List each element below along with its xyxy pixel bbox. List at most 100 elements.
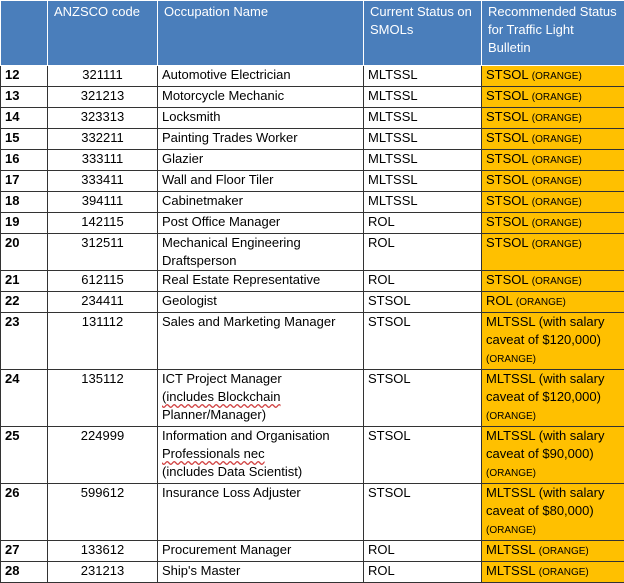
status-tag: (ORANGE) <box>539 546 589 557</box>
table-row: 27 133612 Procurement Manager ROL MLTSSL… <box>1 541 624 562</box>
recommended-status: MLTSSL (ORANGE) <box>482 562 624 583</box>
status-tag: (ORANGE) <box>486 525 536 536</box>
status-tag: (ORANGE) <box>532 176 582 187</box>
table-row: 19 142115 Post Office Manager ROL STSOL … <box>1 213 624 234</box>
table-row: 21 612115 Real Estate Representative ROL… <box>1 271 624 292</box>
recommended-status: ROL (ORANGE) <box>482 292 624 313</box>
occupation-name: Automotive Electrician <box>158 66 364 87</box>
status-tag: (ORANGE) <box>486 354 536 365</box>
row-number: 24 <box>1 370 48 427</box>
recommended-status: STSOL (ORANGE) <box>482 129 624 150</box>
table-row: 14 323313 Locksmith MLTSSL STSOL (ORANGE… <box>1 108 624 129</box>
occupation-name: Motorcycle Mechanic <box>158 87 364 108</box>
current-status: ROL <box>364 541 482 562</box>
anzsco-code: 131112 <box>48 313 158 370</box>
table-row: 16 333111 Glazier MLTSSL STSOL (ORANGE) <box>1 150 624 171</box>
recommended-status: STSOL (ORANGE) <box>482 234 624 271</box>
table-row: 28 231213 Ship's Master ROL MLTSSL (ORAN… <box>1 562 624 583</box>
current-status: ROL <box>364 234 482 271</box>
recommended-status: MLTSSL (ORANGE) <box>482 541 624 562</box>
header-anzsco-code: ANZSCO code <box>48 1 158 66</box>
table-row: 17 333411 Wall and Floor Tiler MLTSSL ST… <box>1 171 624 192</box>
table-row: 24 135112 ICT Project Manager(includes B… <box>1 370 624 427</box>
header-recommended-status: Recommended Status for Traffic Light Bul… <box>482 1 624 66</box>
current-status: STSOL <box>364 313 482 370</box>
anzsco-code: 142115 <box>48 213 158 234</box>
current-status: MLTSSL <box>364 108 482 129</box>
table-row: 22 234411 Geologist STSOL ROL (ORANGE) <box>1 292 624 313</box>
current-status: STSOL <box>364 427 482 484</box>
status-tag: (ORANGE) <box>532 155 582 166</box>
row-number: 12 <box>1 66 48 87</box>
current-status: STSOL <box>364 484 482 541</box>
status-tag: (ORANGE) <box>532 92 582 103</box>
current-status: ROL <box>364 271 482 292</box>
occupation-name: Painting Trades Worker <box>158 129 364 150</box>
recommended-status: STSOL (ORANGE) <box>482 271 624 292</box>
row-number: 16 <box>1 150 48 171</box>
status-tag: (ORANGE) <box>532 71 582 82</box>
table-row: 15 332211 Painting Trades Worker MLTSSL … <box>1 129 624 150</box>
status-tag: (ORANGE) <box>532 113 582 124</box>
status-tag: (ORANGE) <box>516 297 566 308</box>
occupation-name: Geologist <box>158 292 364 313</box>
current-status: MLTSSL <box>364 171 482 192</box>
table-row: 18 394111 Cabinetmaker MLTSSL STSOL (ORA… <box>1 192 624 213</box>
status-tag: (ORANGE) <box>486 411 536 422</box>
anzsco-code: 332211 <box>48 129 158 150</box>
table-row: 13 321213 Motorcycle Mechanic MLTSSL STS… <box>1 87 624 108</box>
occupation-name: Ship's Master <box>158 562 364 583</box>
recommended-status: STSOL (ORANGE) <box>482 66 624 87</box>
anzsco-code: 599612 <box>48 484 158 541</box>
row-number: 27 <box>1 541 48 562</box>
recommended-status: STSOL (ORANGE) <box>482 171 624 192</box>
status-tag: (ORANGE) <box>532 239 582 250</box>
occupation-name: Procurement Manager <box>158 541 364 562</box>
anzsco-code: 224999 <box>48 427 158 484</box>
status-tag: (ORANGE) <box>532 276 582 287</box>
anzsco-code: 234411 <box>48 292 158 313</box>
table-row: 23 131112 Sales and Marketing Manager ST… <box>1 313 624 370</box>
recommended-status: STSOL (ORANGE) <box>482 192 624 213</box>
anzsco-code: 321213 <box>48 87 158 108</box>
row-number: 19 <box>1 213 48 234</box>
row-number: 18 <box>1 192 48 213</box>
anzsco-code: 333111 <box>48 150 158 171</box>
anzsco-code: 612115 <box>48 271 158 292</box>
anzsco-code: 323313 <box>48 108 158 129</box>
occupation-name: Post Office Manager <box>158 213 364 234</box>
row-number: 14 <box>1 108 48 129</box>
row-number: 21 <box>1 271 48 292</box>
current-status: ROL <box>364 562 482 583</box>
row-number: 26 <box>1 484 48 541</box>
anzsco-code: 333411 <box>48 171 158 192</box>
recommended-status: STSOL (ORANGE) <box>482 108 624 129</box>
status-tag: (ORANGE) <box>486 468 536 479</box>
status-tag: (ORANGE) <box>532 197 582 208</box>
row-number: 25 <box>1 427 48 484</box>
recommended-status: STSOL (ORANGE) <box>482 213 624 234</box>
row-number: 20 <box>1 234 48 271</box>
current-status: MLTSSL <box>364 192 482 213</box>
status-tag: (ORANGE) <box>539 567 589 578</box>
row-number: 13 <box>1 87 48 108</box>
status-tag: (ORANGE) <box>532 218 582 229</box>
current-status: MLTSSL <box>364 129 482 150</box>
row-number: 22 <box>1 292 48 313</box>
occupation-name: Insurance Loss Adjuster <box>158 484 364 541</box>
current-status: STSOL <box>364 292 482 313</box>
current-status: ROL <box>364 213 482 234</box>
anzsco-code: 135112 <box>48 370 158 427</box>
occupation-name: Cabinetmaker <box>158 192 364 213</box>
current-status: MLTSSL <box>364 150 482 171</box>
occupation-name: Locksmith <box>158 108 364 129</box>
header-occupation-name: Occupation Name <box>158 1 364 66</box>
